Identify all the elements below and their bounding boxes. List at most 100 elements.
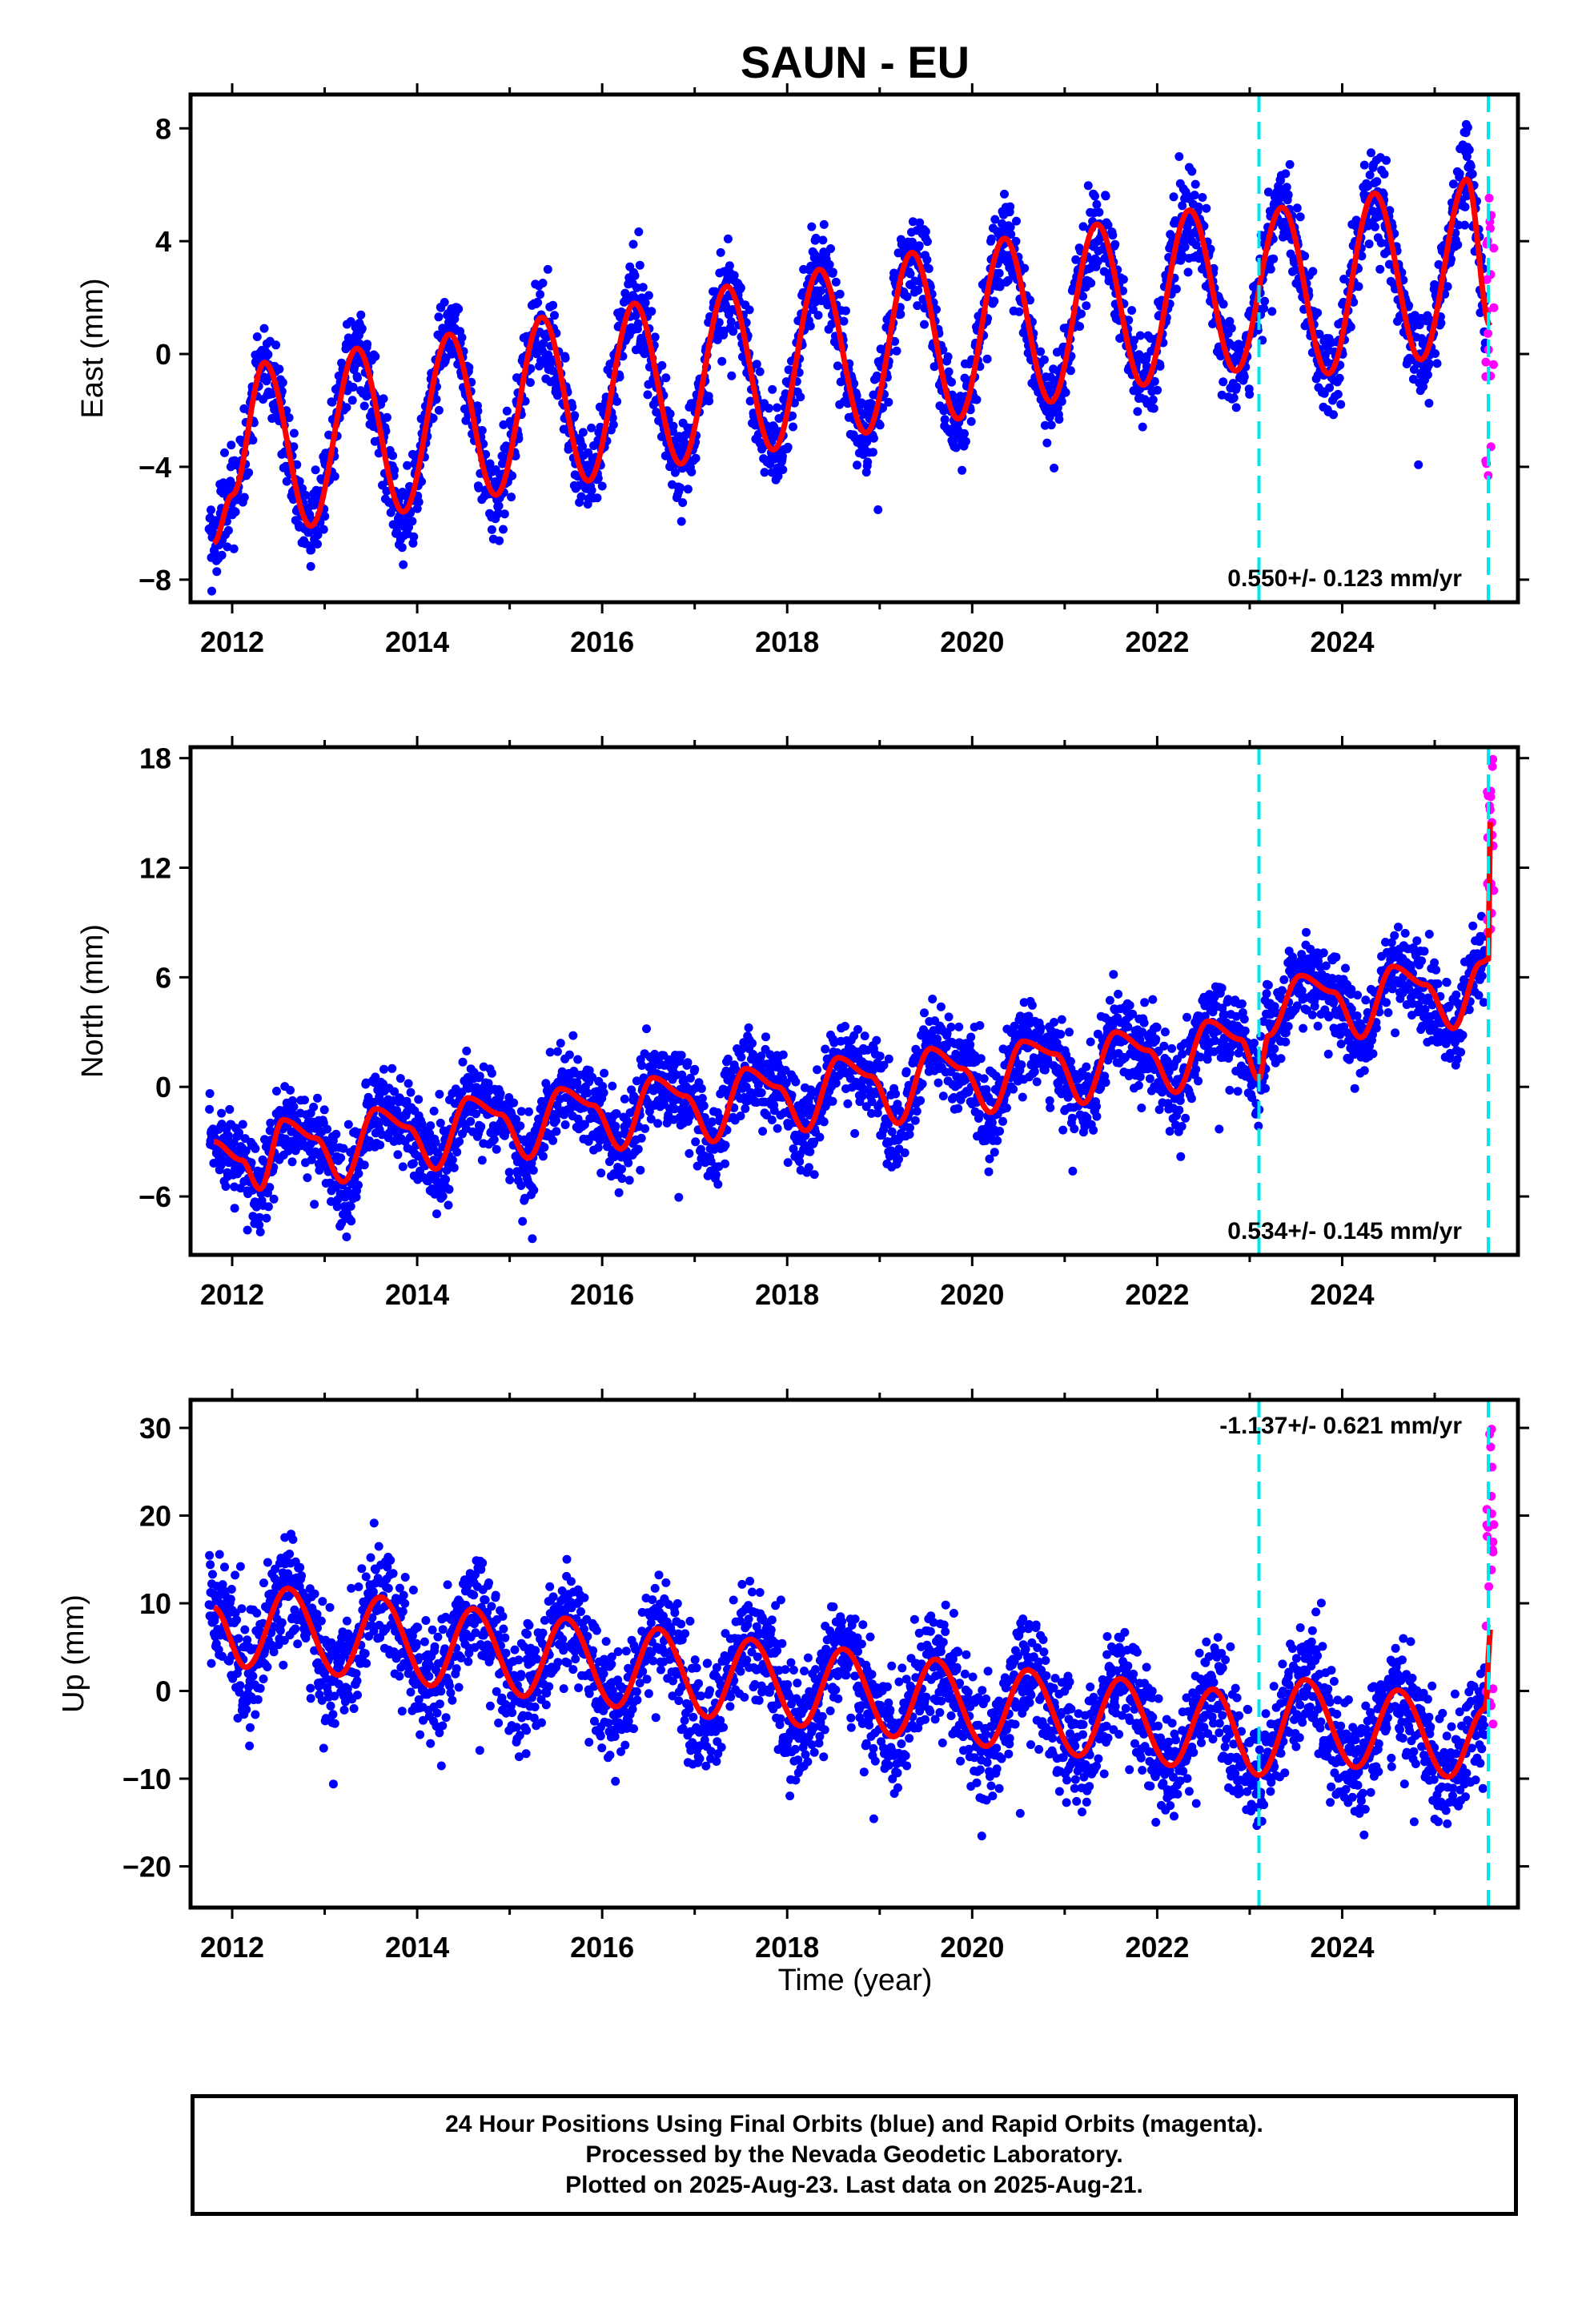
north-data-point xyxy=(524,1107,533,1116)
north-data-point xyxy=(624,1158,633,1168)
east-data-point xyxy=(1216,352,1226,361)
north-data-point xyxy=(721,1140,730,1150)
north-data-point xyxy=(976,1054,986,1063)
east-data-point xyxy=(473,406,483,416)
north-data-point xyxy=(600,1068,609,1078)
east-data-point xyxy=(313,530,323,540)
north-data-point xyxy=(819,1117,829,1127)
east-data-point xyxy=(913,286,923,295)
north-data-point xyxy=(828,1096,837,1106)
north-data-point xyxy=(505,1175,515,1184)
east-data-point xyxy=(924,264,934,273)
north-data-point xyxy=(342,1232,351,1241)
east-data-point xyxy=(930,362,939,372)
east-data-point xyxy=(1443,282,1452,292)
east-data-point xyxy=(1198,193,1207,202)
east-x-tick-label: 2018 xyxy=(755,625,819,658)
east-data-point xyxy=(638,283,648,292)
north-data-point xyxy=(993,1136,1002,1145)
east-data-point xyxy=(292,460,302,469)
east-data-point xyxy=(1101,191,1110,201)
east-data-point xyxy=(412,504,422,513)
north-data-point xyxy=(319,1105,329,1115)
north-data-point xyxy=(821,1044,830,1054)
north-data-point xyxy=(791,1077,801,1087)
north-data-point xyxy=(205,1104,215,1114)
east-data-point xyxy=(914,241,924,251)
east-data-point xyxy=(1372,177,1382,187)
east-data-point xyxy=(946,428,955,437)
east-data-point xyxy=(966,416,976,426)
north-data-point xyxy=(438,1192,448,1201)
east-data-point xyxy=(825,259,834,269)
north-data-point xyxy=(426,1121,436,1131)
east-data-point xyxy=(1124,316,1134,325)
north-data-point xyxy=(408,1159,418,1168)
north-data-point xyxy=(560,1120,570,1129)
east-data-point xyxy=(1346,322,1355,332)
east-data-point xyxy=(1090,191,1099,201)
east-data-point xyxy=(1071,255,1081,264)
east-data-point xyxy=(1150,376,1159,386)
north-data-point xyxy=(691,1137,701,1147)
north-data-point xyxy=(323,1124,332,1134)
north-data-point xyxy=(758,1127,768,1136)
north-data-point xyxy=(697,1084,706,1093)
east-data-point xyxy=(1382,155,1391,165)
east-data-point xyxy=(1232,382,1242,392)
east-data-point xyxy=(1180,242,1190,251)
east-data-point xyxy=(1006,223,1015,231)
north-data-point xyxy=(917,1080,927,1088)
east-data-point xyxy=(1336,400,1346,409)
north-data-point xyxy=(936,1002,946,1011)
east-data-point xyxy=(454,304,464,314)
east-data-point xyxy=(543,264,552,274)
north-data-point xyxy=(767,1116,777,1124)
east-data-point xyxy=(408,517,417,526)
east-data-point xyxy=(807,222,817,231)
north-data-point xyxy=(518,1216,528,1226)
east-data-point xyxy=(252,332,262,341)
east-data-point xyxy=(990,296,999,306)
north-data-point xyxy=(404,1079,413,1088)
east-data-point xyxy=(1092,199,1102,209)
east-data-point xyxy=(1054,415,1064,424)
east-data-point xyxy=(784,365,793,375)
east-data-point xyxy=(525,378,535,388)
east-data-point xyxy=(507,493,516,502)
east-data-point xyxy=(1011,236,1021,246)
north-data-point xyxy=(573,1055,583,1064)
north-data-point xyxy=(805,1147,815,1156)
north-data-point xyxy=(843,1099,853,1108)
north-data-point xyxy=(444,1200,453,1210)
east-data-point xyxy=(487,525,496,534)
east-data-point xyxy=(1061,388,1070,397)
east-data-point xyxy=(670,468,680,477)
east-data-point xyxy=(635,260,644,270)
north-data-point xyxy=(685,1148,694,1158)
north-data-point xyxy=(690,1064,700,1074)
east-data-point xyxy=(1335,373,1344,383)
north-final-orbit-points xyxy=(205,911,1490,1244)
north-data-point xyxy=(528,1234,537,1244)
east-data-point xyxy=(760,468,769,477)
east-data-point xyxy=(223,542,232,552)
east-data-point xyxy=(392,527,401,537)
east-data-point xyxy=(947,377,956,387)
north-data-point xyxy=(674,1192,684,1202)
east-data-point xyxy=(717,356,727,366)
east-data-point xyxy=(1046,420,1056,430)
east-data-point xyxy=(576,492,586,501)
north-data-point xyxy=(393,1150,403,1160)
east-data-point xyxy=(434,405,444,415)
east-y-tick-label: 0 xyxy=(155,338,171,371)
north-data-point xyxy=(633,1144,643,1154)
east-data-point xyxy=(597,481,607,491)
north-data-point xyxy=(272,1087,281,1096)
east-data-point xyxy=(263,350,273,360)
east-data-point xyxy=(726,317,736,327)
north-data-point xyxy=(475,1072,484,1081)
east-data-point xyxy=(1267,307,1277,316)
north-data-point xyxy=(677,1051,686,1060)
